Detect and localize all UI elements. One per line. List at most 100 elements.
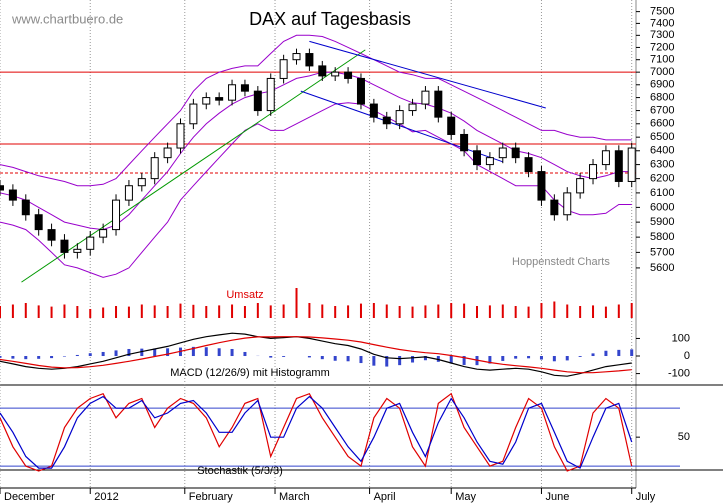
- volume-bar: [334, 306, 337, 318]
- watermark: www.chartbuero.de: [11, 11, 123, 26]
- series-line: [0, 392, 633, 472]
- candle-body: [292, 53, 301, 61]
- series-line: [0, 336, 632, 374]
- y-tick-label: 6100: [650, 187, 674, 199]
- x-tick-label: May: [455, 491, 476, 503]
- volume-bar: [321, 304, 324, 318]
- y-tick-label: 5600: [650, 262, 674, 274]
- y-tick-label: 5800: [650, 231, 674, 243]
- series-line: [0, 332, 632, 377]
- histogram-bar: [0, 356, 2, 358]
- y-tick-label: 6400: [650, 145, 674, 157]
- histogram-bar: [514, 356, 518, 359]
- histogram-bar: [488, 356, 492, 364]
- y-tick-label: 7300: [650, 29, 674, 41]
- histogram-bar: [359, 356, 363, 364]
- trend-line: [300, 90, 503, 163]
- candle-body: [266, 77, 275, 112]
- histogram-bar: [282, 356, 286, 357]
- series-line: [0, 395, 633, 469]
- histogram-bar: [114, 350, 118, 357]
- candle-body: [460, 133, 469, 152]
- y-tick-label: 6300: [650, 158, 674, 170]
- candle-body: [485, 157, 494, 166]
- volume-bar: [0, 306, 1, 318]
- volume-bar: [463, 303, 466, 318]
- candle-body: [73, 248, 82, 253]
- volume-bar: [24, 303, 27, 318]
- histogram-bar: [37, 356, 41, 359]
- candle-body: [408, 103, 417, 112]
- y-tick-label: 5700: [650, 246, 674, 258]
- y-tick-label: 7500: [650, 6, 674, 18]
- volume-bar: [11, 304, 14, 318]
- volume-bar: [37, 305, 40, 318]
- volume-bar: [308, 303, 311, 318]
- volume-bar: [231, 304, 234, 318]
- y-tick-label: 6200: [650, 173, 674, 185]
- candle-body: [189, 103, 198, 125]
- histogram-bar: [333, 356, 337, 361]
- histogram-bar: [346, 356, 350, 362]
- volume-bar: [63, 304, 66, 318]
- histogram-bar: [565, 356, 569, 361]
- volume-bar: [127, 306, 130, 318]
- volume-bar: [153, 305, 156, 318]
- x-tick-label: June: [545, 491, 569, 503]
- candle-body: [279, 59, 288, 79]
- candle-body: [627, 147, 636, 182]
- volume-bar: [243, 306, 246, 318]
- candle-body: [137, 178, 146, 187]
- y-tick-label: 100: [672, 332, 690, 344]
- candle-body: [228, 84, 237, 101]
- candle-body: [447, 116, 456, 135]
- volume-bar: [630, 303, 633, 318]
- histogram-bar: [604, 350, 608, 357]
- histogram-bar: [591, 353, 595, 357]
- volume-bar: [566, 304, 569, 318]
- histogram-bar: [269, 356, 273, 358]
- candle-body: [589, 164, 598, 180]
- histogram-bar: [617, 349, 621, 357]
- volume-bar: [205, 306, 208, 318]
- candle-body: [434, 90, 443, 118]
- volume-bar: [218, 305, 221, 318]
- candle-body: [202, 97, 211, 105]
- histogram-bar: [75, 354, 79, 357]
- histogram-bar: [398, 356, 402, 366]
- histogram-bar: [166, 348, 170, 357]
- histogram-bar: [630, 349, 634, 357]
- y-tick-label: 50: [678, 431, 690, 443]
- candle-body: [215, 97, 224, 101]
- candle-body: [331, 71, 340, 77]
- candle-body: [356, 77, 365, 105]
- panel-title: Stochastik (5/3/3): [197, 465, 283, 477]
- volume-bar: [140, 304, 143, 318]
- x-tick-label: February: [189, 491, 234, 503]
- y-tick-label: 5900: [650, 216, 674, 228]
- histogram-bar: [320, 356, 324, 360]
- histogram-bar: [501, 356, 505, 361]
- volume-bar: [437, 304, 440, 318]
- volume-bar: [553, 301, 556, 318]
- y-tick-label: 6000: [650, 201, 674, 213]
- candle-body: [421, 90, 430, 105]
- histogram-bar: [204, 347, 208, 357]
- volume-bar: [385, 304, 388, 318]
- x-tick-label: 2012: [94, 491, 118, 503]
- y-tick-label: -100: [668, 367, 690, 379]
- candle-body: [0, 185, 4, 191]
- histogram-bar: [449, 356, 453, 364]
- histogram-bar: [140, 348, 144, 357]
- candle-body: [511, 147, 520, 159]
- y-tick-label: 6600: [650, 118, 674, 130]
- candle-body: [176, 123, 185, 149]
- volume-bar: [592, 305, 595, 318]
- histogram-bar: [411, 356, 415, 363]
- volume-bar: [372, 303, 375, 318]
- candle-body: [344, 71, 353, 79]
- volume-bar: [424, 305, 427, 318]
- volume-bar: [411, 306, 414, 318]
- volume-bar: [89, 309, 92, 318]
